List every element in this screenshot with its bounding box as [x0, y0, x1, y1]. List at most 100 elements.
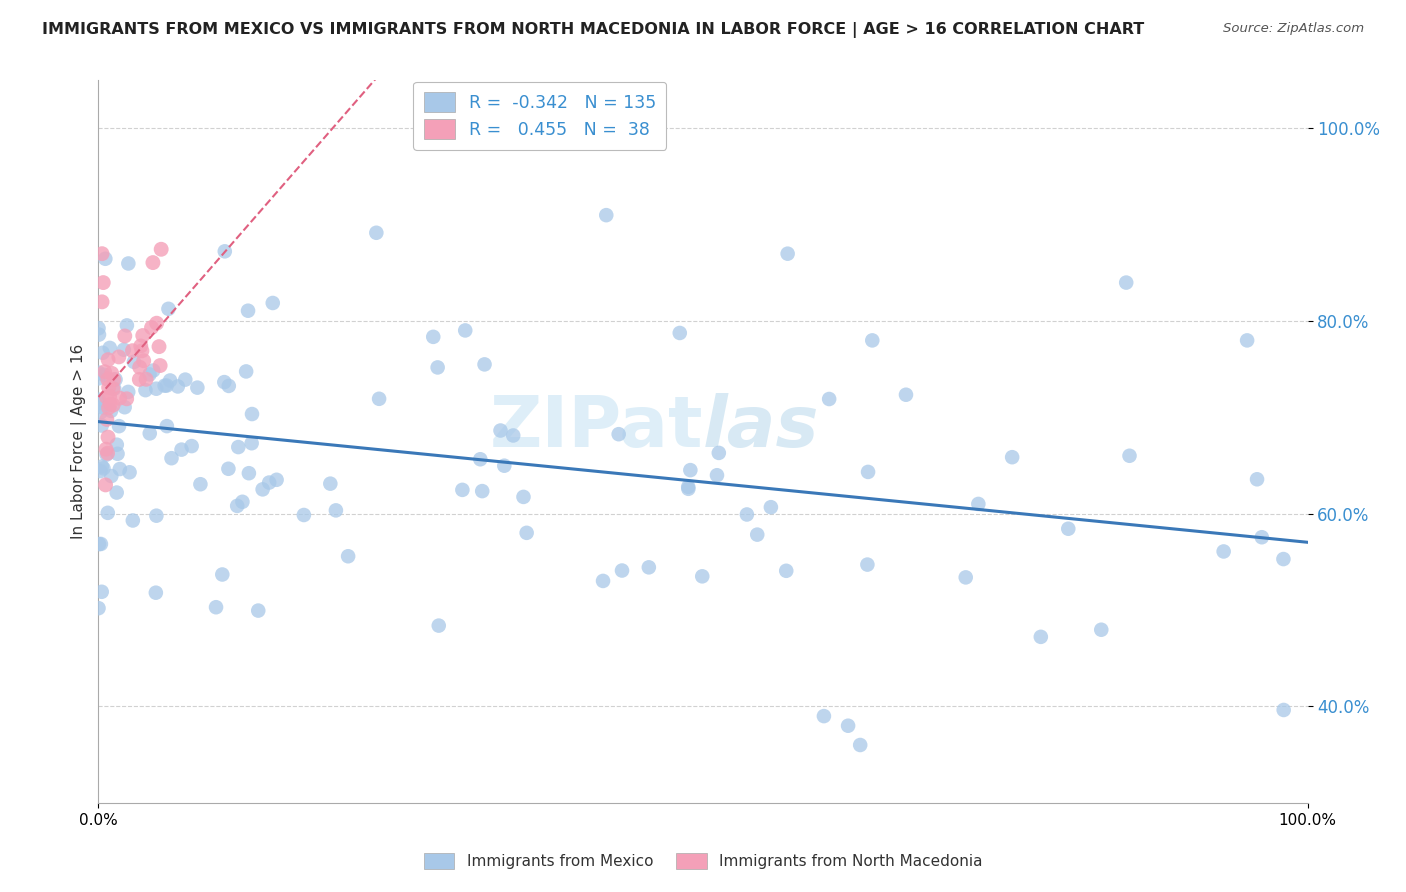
Text: las: las — [703, 392, 820, 461]
Point — [190, 477, 212, 491]
Point — [101, 382, 124, 396]
Point — [180, 439, 202, 453]
Point — [118, 465, 141, 479]
Point — [89, 405, 111, 419]
Point — [128, 360, 150, 375]
Point — [1246, 472, 1268, 486]
Point — [1118, 449, 1140, 463]
Point — [226, 499, 249, 513]
Point — [502, 428, 524, 442]
Point — [422, 330, 444, 344]
Point — [97, 380, 120, 394]
Point — [98, 390, 121, 404]
Point — [93, 368, 115, 382]
Point — [967, 497, 990, 511]
Point — [121, 514, 143, 528]
Point — [89, 396, 111, 410]
Point — [174, 373, 197, 387]
Point — [454, 323, 477, 337]
Point — [637, 560, 659, 574]
Point — [91, 276, 114, 290]
Point — [138, 368, 160, 382]
Point — [170, 442, 193, 457]
Point — [157, 301, 180, 316]
Point — [103, 382, 125, 396]
Point — [368, 392, 391, 406]
Point — [366, 226, 388, 240]
Point — [98, 341, 121, 355]
Point — [145, 316, 167, 330]
Point — [257, 475, 280, 490]
Point — [894, 388, 917, 402]
Point — [103, 373, 125, 387]
Point — [134, 383, 156, 397]
Point — [1090, 623, 1112, 637]
Point — [145, 585, 167, 599]
Point — [145, 382, 167, 396]
Point — [292, 508, 315, 522]
Point — [607, 427, 630, 442]
Point — [97, 372, 120, 386]
Point — [87, 392, 110, 407]
Point — [91, 346, 114, 360]
Point — [94, 442, 117, 457]
Point — [325, 503, 347, 517]
Point — [494, 458, 516, 473]
Point — [91, 246, 114, 260]
Point — [114, 329, 136, 343]
Point — [87, 366, 110, 380]
Point — [1272, 552, 1295, 566]
Point — [90, 584, 112, 599]
Point — [235, 364, 257, 378]
Point — [90, 537, 112, 551]
Point — [105, 438, 128, 452]
Point — [451, 483, 474, 497]
Point — [122, 355, 145, 369]
Point — [135, 372, 157, 386]
Point — [89, 464, 111, 478]
Point — [148, 340, 170, 354]
Point — [856, 558, 879, 572]
Point — [849, 738, 872, 752]
Point — [837, 719, 859, 733]
Point — [240, 407, 263, 421]
Point — [87, 601, 110, 615]
Point — [735, 508, 758, 522]
Point — [100, 404, 122, 418]
Point — [159, 374, 181, 388]
Point — [96, 446, 118, 460]
Point — [231, 495, 253, 509]
Point — [236, 303, 259, 318]
Point — [337, 549, 360, 564]
Point — [474, 358, 496, 372]
Point — [1029, 630, 1052, 644]
Point — [112, 343, 135, 357]
Point — [955, 570, 977, 584]
Point — [1115, 276, 1137, 290]
Point — [100, 367, 122, 381]
Point — [217, 462, 239, 476]
Point — [707, 446, 730, 460]
Point — [108, 350, 131, 364]
Point — [117, 256, 139, 270]
Text: Source: ZipAtlas.com: Source: ZipAtlas.com — [1223, 22, 1364, 36]
Point — [114, 401, 136, 415]
Point — [139, 426, 162, 441]
Point — [153, 378, 176, 392]
Point — [214, 244, 236, 259]
Point — [129, 339, 152, 353]
Point — [471, 484, 494, 499]
Point — [470, 452, 492, 467]
Point — [115, 392, 138, 406]
Point — [96, 390, 118, 404]
Point — [101, 398, 124, 412]
Point — [91, 401, 114, 415]
Point — [121, 343, 143, 358]
Point — [668, 326, 690, 340]
Point — [776, 246, 799, 260]
Point — [205, 600, 228, 615]
Point — [108, 419, 131, 434]
Point — [90, 459, 112, 474]
Point — [115, 318, 138, 333]
Point — [1001, 450, 1024, 465]
